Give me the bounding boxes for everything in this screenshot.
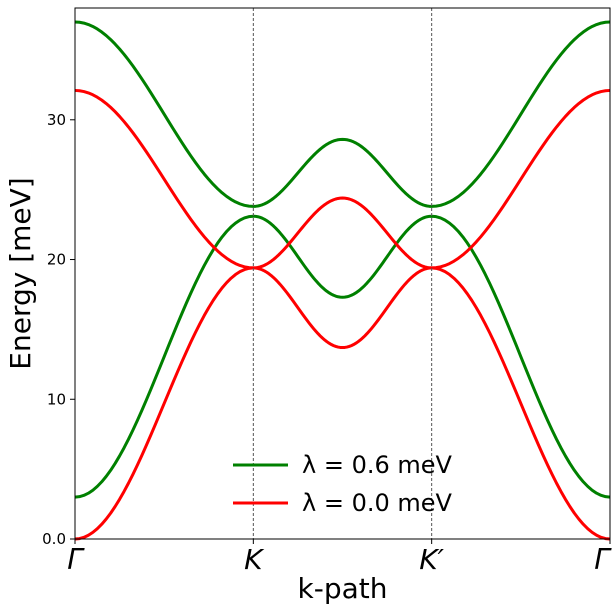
green-upper-band-line — [74, 20, 611, 208]
x-tick-label: K — [244, 543, 265, 576]
x-tick-label: Γ — [67, 543, 85, 576]
green-lower-band-line — [74, 214, 611, 499]
legend-label-green: λ = 0.6 meV — [302, 451, 453, 479]
y-tick-label: 20 — [47, 251, 66, 269]
plot-frame — [74, 7, 611, 540]
legend-label-red: λ = 0.0 meV — [302, 489, 453, 517]
x-tick-label: K′ — [419, 543, 444, 576]
high-symmetry-lines — [252, 8, 433, 539]
x-axis-title: k-path — [298, 572, 388, 605]
legend: λ = 0.6 meV λ = 0.0 meV — [233, 451, 453, 517]
axis-ticks: 0.0 10 20 30 Γ K K′ Γ — [42, 111, 612, 576]
red-upper-band-line — [74, 88, 611, 541]
red-lower-band-line — [74, 88, 611, 541]
band-lines — [74, 20, 611, 541]
y-axis-title: Energy [meV] — [4, 177, 37, 369]
y-tick-label: 10 — [47, 390, 66, 408]
y-tick-label: 30 — [47, 111, 66, 129]
x-tick-label: Γ — [594, 543, 612, 576]
y-tick-label: 0.0 — [42, 530, 66, 548]
